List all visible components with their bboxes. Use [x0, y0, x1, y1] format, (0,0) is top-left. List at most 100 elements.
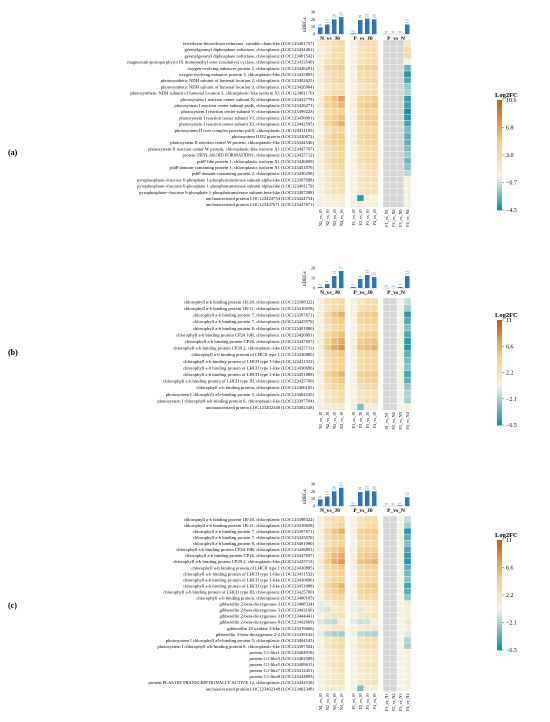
heatmap-cell — [363, 188, 372, 196]
heatmap-cell — [363, 521, 372, 529]
legend-swatch — [497, 182, 502, 186]
legend-swatch — [497, 540, 502, 544]
heatmap-cell — [330, 576, 339, 583]
legend-swatch — [497, 409, 502, 413]
heatmap-cell — [337, 642, 346, 650]
heatmap-cell — [349, 83, 358, 90]
heatmap-cell — [363, 606, 372, 613]
heatmap-cell — [389, 126, 398, 134]
heatmap-cell — [403, 182, 412, 189]
heatmap-cell — [330, 46, 339, 53]
heatmap-cell — [330, 521, 339, 529]
heatmap-cell — [370, 163, 379, 171]
heatmap-cell — [403, 120, 412, 127]
heatmap-cell — [382, 311, 391, 318]
row-label: pyrophosphate--fructose 6-phosphate 1-ph… — [137, 177, 315, 182]
heatmap-cell — [396, 330, 405, 338]
heatmap-cell — [323, 648, 332, 656]
heatmap-cell — [403, 139, 412, 146]
heatmap-cell — [330, 58, 339, 65]
heatmap-cell — [349, 52, 358, 59]
legend-swatch — [497, 603, 502, 607]
heatmap-cell — [316, 624, 325, 632]
heatmap-cell — [382, 558, 391, 565]
row-label: geranylgeranyl diphosphate reductase, ch… — [185, 47, 315, 53]
row-label: chlorophyll a-b binding protein of LHCII… — [183, 359, 314, 364]
heatmap-cell — [356, 521, 365, 529]
heatmap-cell — [403, 114, 412, 121]
heatmap-cell — [382, 642, 391, 650]
heatmap-cell — [382, 46, 391, 53]
heatmap-cell — [363, 163, 372, 171]
heatmap-cell — [316, 151, 325, 158]
bar-P3_vs_J0 — [365, 275, 370, 288]
heatmap-cell — [330, 630, 339, 638]
heatmap-cell — [330, 552, 339, 559]
heatmap-cell — [363, 594, 372, 601]
bar-ylabel: nDEGs — [303, 489, 308, 504]
row-label: photosystem II D2 protein (LOC123420072) — [232, 134, 315, 139]
heatmap-cell — [337, 673, 346, 680]
heatmap-cell — [382, 330, 391, 338]
heatmap-cell — [349, 114, 358, 121]
heatmap-cell — [363, 201, 372, 208]
heatmap-cell — [356, 527, 365, 535]
heatmap-cell — [349, 324, 358, 332]
heatmap-cell — [337, 139, 346, 146]
heatmap-cell — [316, 139, 325, 146]
heatmap-cell — [330, 642, 339, 650]
heatmap-cell — [403, 594, 412, 601]
heatmap-cell — [316, 533, 325, 541]
heatmap-cell — [396, 370, 405, 378]
heatmap-cell — [330, 582, 339, 589]
heatmap-cell — [382, 594, 391, 601]
heatmap-cell — [382, 139, 391, 146]
row-label: geranylgeranyl diphosphate reductase, ch… — [185, 53, 315, 59]
heatmap-cell — [349, 163, 358, 171]
bar-P3_vs_N3 — [398, 505, 403, 506]
heatmap-cell — [389, 630, 398, 638]
heatmap-cell — [363, 139, 372, 146]
legend-swatch — [497, 359, 502, 363]
heatmap-cell — [316, 521, 325, 529]
heatmap-cell — [356, 673, 365, 680]
heatmap-cell — [349, 612, 358, 620]
heatmap-cell — [363, 570, 372, 577]
heatmap-cell — [396, 594, 405, 601]
heatmap-cell — [323, 89, 332, 96]
heatmap-cell — [356, 350, 365, 358]
heatmap-cell — [330, 108, 339, 115]
legend-swatch — [497, 417, 502, 421]
heatmap-cell — [323, 403, 332, 411]
heatmap-cell — [330, 673, 339, 680]
legend-swatch — [497, 144, 502, 148]
bar-ytick-label: 20 — [311, 489, 315, 494]
heatmap-cell — [323, 564, 332, 571]
heatmap-cell — [370, 582, 379, 589]
heatmap-cell — [349, 317, 358, 325]
heatmap-cell — [382, 383, 391, 391]
heatmap-cell — [337, 612, 346, 620]
heatmap-cell — [349, 648, 358, 656]
heatmap-cell — [330, 403, 339, 411]
heatmap-cell — [370, 64, 379, 72]
heatmap-cell — [356, 317, 365, 325]
legend-swatch — [497, 108, 502, 112]
bar-count-label: 11 — [372, 272, 377, 276]
heatmap-cell — [403, 170, 412, 177]
bar-count-label: 20 — [332, 486, 337, 490]
heatmap-cell — [337, 101, 346, 109]
row-label: chlorophyll a-b binding protein of LHCII… — [163, 589, 314, 595]
heatmap-cell — [337, 52, 346, 59]
heatmap-cell — [337, 126, 346, 134]
column-label: P2_vs_J0 — [358, 412, 363, 428]
heatmap-cell — [403, 151, 412, 158]
heatmap-cell — [337, 201, 346, 208]
bar-count-label: 1 — [398, 502, 403, 504]
heatmap-cell — [337, 330, 346, 338]
row-label: gibberellin 2-beta-dioxygenase 3 (LOC123… — [219, 614, 314, 619]
legend-swatch — [497, 647, 502, 651]
heatmap-cell — [323, 77, 332, 84]
group-label: P_vs_N — [387, 290, 405, 296]
heatmap-cell — [349, 685, 358, 692]
